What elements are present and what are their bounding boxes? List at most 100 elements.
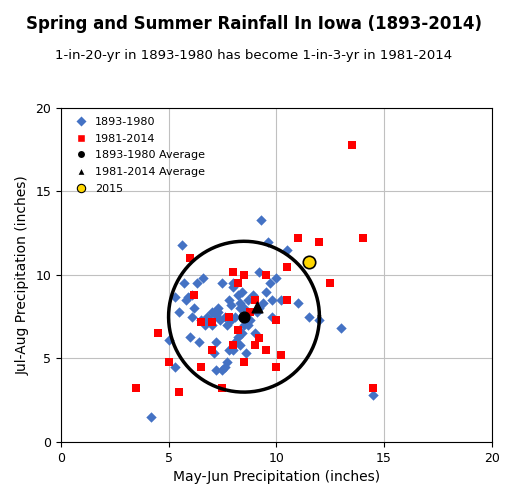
Point <box>337 325 345 332</box>
Point <box>348 141 356 149</box>
Point <box>177 241 186 249</box>
Point <box>255 268 263 275</box>
Point <box>164 336 172 344</box>
Point <box>210 309 218 317</box>
Point <box>186 254 194 262</box>
Point <box>227 301 235 309</box>
Point <box>253 308 261 316</box>
Point <box>369 391 377 399</box>
Point <box>315 316 323 324</box>
Point <box>236 300 244 307</box>
Point <box>233 333 241 341</box>
Point <box>244 321 252 329</box>
Point <box>184 293 192 300</box>
Point <box>171 293 179 300</box>
Point <box>154 329 162 337</box>
Point <box>255 304 263 312</box>
Point <box>233 279 241 287</box>
Point <box>246 316 255 324</box>
Point <box>197 363 205 371</box>
Point <box>212 311 220 319</box>
Point <box>248 291 257 299</box>
Point <box>179 279 188 287</box>
Point <box>175 388 184 396</box>
Point <box>203 313 211 321</box>
Point <box>227 316 235 324</box>
Point <box>171 363 179 371</box>
Point <box>240 321 248 329</box>
Point <box>231 338 239 346</box>
Point <box>225 313 233 321</box>
Point <box>208 318 216 326</box>
Point <box>253 303 261 311</box>
Point <box>262 346 270 354</box>
Point <box>229 346 237 354</box>
Point <box>262 288 270 296</box>
Point <box>315 238 323 246</box>
Point <box>214 308 222 316</box>
Point <box>272 274 280 282</box>
Point <box>210 350 218 357</box>
Point <box>257 216 265 224</box>
Point <box>188 313 196 321</box>
Point <box>236 341 244 349</box>
Point <box>188 291 196 299</box>
Point <box>251 296 259 304</box>
Point <box>214 304 222 312</box>
Point <box>294 234 302 242</box>
Point <box>175 308 184 316</box>
Point <box>272 316 280 324</box>
Point <box>231 313 239 321</box>
Point <box>294 300 302 307</box>
Point <box>240 358 248 366</box>
Point <box>268 296 276 304</box>
Text: Spring and Summer Rainfall In Iowa (1893-2014): Spring and Summer Rainfall In Iowa (1893… <box>25 15 482 33</box>
Point <box>191 291 199 299</box>
Point <box>242 313 250 321</box>
Point <box>240 304 248 312</box>
Legend: 1893-1980, 1981-2014, 1893-1980 Average, 1981-2014 Average, 2015: 1893-1980, 1981-2014, 1893-1980 Average,… <box>66 113 208 197</box>
Point <box>197 316 205 324</box>
Point <box>233 291 241 299</box>
Point <box>132 384 140 392</box>
Point <box>264 238 272 246</box>
Point <box>223 321 231 329</box>
Point <box>229 283 237 291</box>
Point <box>186 333 194 341</box>
Point <box>283 246 291 254</box>
Point <box>212 338 220 346</box>
Point <box>236 304 244 312</box>
Point <box>266 279 274 287</box>
Point <box>305 313 313 321</box>
Point <box>216 316 225 324</box>
Point <box>219 279 227 287</box>
Point <box>221 313 229 321</box>
Point <box>358 234 367 242</box>
Point <box>251 329 259 337</box>
Point <box>219 366 227 374</box>
Point <box>326 279 334 287</box>
Point <box>199 274 207 282</box>
Point <box>244 296 252 304</box>
Point <box>195 338 203 346</box>
Point <box>238 288 246 296</box>
Point <box>225 346 233 354</box>
Point <box>223 358 231 366</box>
Point <box>191 304 199 312</box>
Point <box>229 341 237 349</box>
Point <box>255 334 263 342</box>
Point <box>193 279 201 287</box>
Point <box>238 329 246 337</box>
Point <box>219 384 227 392</box>
Point <box>197 318 205 326</box>
Point <box>233 326 241 334</box>
Point <box>272 363 280 371</box>
Point <box>201 321 209 329</box>
Y-axis label: Jul-Aug Precipitation (inches): Jul-Aug Precipitation (inches) <box>16 175 30 375</box>
Point <box>147 413 155 421</box>
Point <box>229 279 237 287</box>
Point <box>205 316 213 324</box>
Point <box>229 268 237 275</box>
Point <box>246 308 255 316</box>
Point <box>208 346 216 354</box>
